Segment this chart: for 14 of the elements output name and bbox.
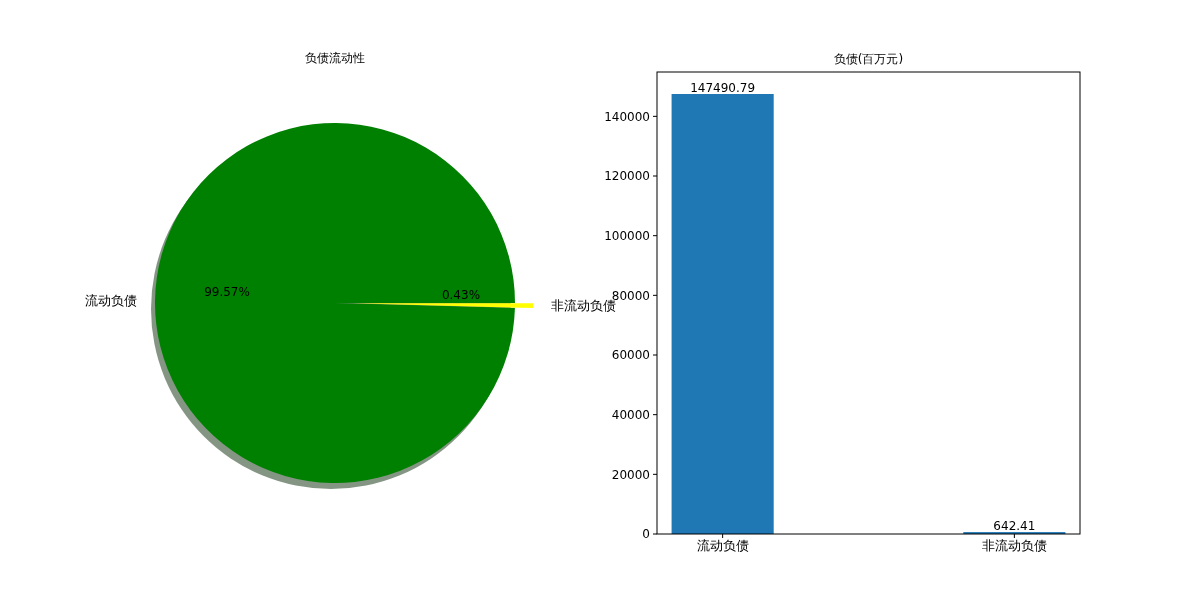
y-tick-label: 100000 [604, 228, 650, 243]
data-label: 0.43% [441, 287, 481, 302]
chart-title: 负债流动性 [305, 51, 365, 65]
y-tick-label: 60000 [611, 348, 650, 363]
y-tick-label: 20000 [611, 467, 650, 482]
y-tick-label: 140000 [604, 109, 650, 124]
data-label: 99.57% [204, 284, 250, 299]
chart-title: 负债(百万元) [833, 52, 904, 66]
data-label: 147490.79 [690, 81, 756, 95]
data-label: 642.41 [993, 519, 1036, 534]
y-tick-label: 0 [642, 527, 650, 542]
y-tick-label: 120000 [604, 169, 650, 184]
y-tick-label: 40000 [611, 407, 650, 422]
slice-label: 流动负债 [85, 292, 138, 308]
